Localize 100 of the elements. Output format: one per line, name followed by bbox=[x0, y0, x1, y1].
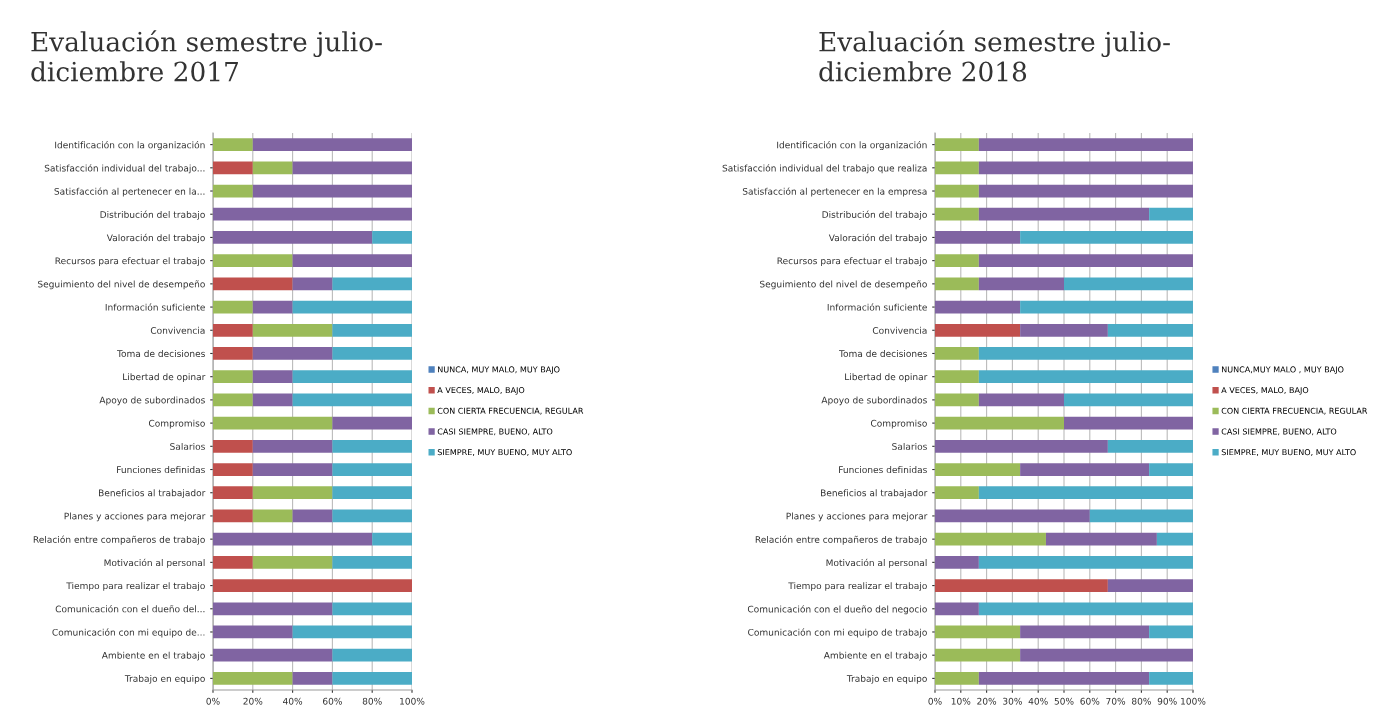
bar bbox=[935, 277, 979, 291]
bar bbox=[213, 370, 253, 384]
bar bbox=[213, 648, 333, 662]
x-tick-label: 30% bbox=[1003, 697, 1022, 705]
y-tick-label: Toma de decisiones bbox=[839, 350, 927, 358]
bar bbox=[213, 184, 253, 198]
y-tick-label: Comunicación con el dueño del negocio bbox=[747, 605, 927, 615]
bar bbox=[978, 555, 1193, 569]
y-tick-label: Seguimiento del nivel de desempeño bbox=[38, 280, 205, 290]
bar bbox=[252, 370, 293, 384]
bar bbox=[213, 579, 412, 592]
x-tick-label: 60% bbox=[323, 697, 342, 705]
bar bbox=[935, 161, 979, 175]
y-tick-label: Ambiente en el trabajo bbox=[823, 651, 927, 661]
bar bbox=[213, 602, 333, 616]
y-tick-label: Compromiso bbox=[870, 419, 927, 429]
bar bbox=[213, 347, 253, 360]
bar bbox=[292, 393, 412, 407]
bar bbox=[1149, 672, 1193, 685]
bar bbox=[252, 161, 293, 175]
bar bbox=[978, 254, 1193, 268]
bar bbox=[213, 486, 253, 500]
bar bbox=[292, 672, 333, 685]
bar bbox=[213, 207, 412, 221]
legend-label: CASI SIEMPRE, BUENO, ALTO bbox=[437, 428, 553, 436]
bar bbox=[213, 393, 253, 407]
bar bbox=[213, 532, 373, 546]
y-tick-label: Comunicación con el dueño del... bbox=[55, 604, 205, 613]
bar bbox=[292, 509, 333, 523]
bar bbox=[213, 161, 253, 175]
bar bbox=[252, 555, 333, 569]
x-tick-label: 20% bbox=[243, 697, 263, 705]
bar bbox=[935, 532, 1046, 546]
x-tick-label: 100% bbox=[400, 697, 425, 705]
y-tick-label: Satisfacción individual del trabajo que realiza bbox=[722, 164, 927, 174]
bar bbox=[935, 486, 979, 500]
bar bbox=[935, 602, 979, 616]
bar bbox=[978, 207, 1150, 221]
bar bbox=[332, 509, 412, 523]
bar bbox=[213, 463, 253, 476]
bar bbox=[292, 370, 412, 384]
bar bbox=[1020, 463, 1150, 476]
y-tick-label: Ambiente en el trabajo bbox=[101, 651, 205, 661]
y-tick-label: Planes y acciones para mejorar bbox=[64, 512, 206, 522]
y-tick-label: Recursos para efectuar el trabajo bbox=[777, 257, 927, 266]
bar bbox=[332, 277, 412, 291]
bar bbox=[1064, 277, 1193, 291]
bar bbox=[332, 486, 412, 500]
y-tick-label: Distribución del trabajo bbox=[822, 210, 927, 220]
bar bbox=[213, 277, 293, 291]
bar bbox=[1107, 439, 1193, 453]
y-tick-label: Funciones definidas bbox=[839, 466, 927, 474]
bar bbox=[332, 323, 412, 337]
bar bbox=[1045, 532, 1157, 546]
y-tick-label: Toma de decisiones bbox=[117, 350, 205, 358]
bar bbox=[978, 672, 1150, 685]
legend-label: A VECES, MALO, BAJO bbox=[437, 387, 525, 395]
bar bbox=[1107, 579, 1193, 592]
bar bbox=[1020, 231, 1193, 244]
y-tick-label: Apoyo de subordinados bbox=[821, 396, 927, 406]
x-tick-label: 80% bbox=[1131, 697, 1151, 705]
bar bbox=[1064, 393, 1193, 407]
bar bbox=[213, 555, 253, 569]
y-tick-label: Salarios bbox=[170, 442, 205, 450]
y-tick-label: Relación entre compañeros de trabajo bbox=[33, 535, 205, 545]
legend-label: SIEMPRE, MUY BUENO, MUY ALTO bbox=[1221, 449, 1356, 457]
bar bbox=[213, 138, 253, 151]
bar bbox=[935, 347, 979, 360]
legend-label: CASI SIEMPRE, BUENO, ALTO bbox=[1221, 428, 1337, 436]
bar bbox=[935, 254, 979, 268]
bar bbox=[213, 672, 293, 685]
x-tick-label: 90% bbox=[1157, 697, 1177, 705]
bar bbox=[1020, 648, 1193, 662]
y-tick-label: Comunicación con mi equipo de... bbox=[52, 628, 205, 638]
y-tick-label: Información suficiente bbox=[105, 303, 205, 311]
bar bbox=[1156, 532, 1193, 546]
bar bbox=[252, 323, 333, 337]
y-tick-label: Salarios bbox=[892, 442, 927, 450]
bar bbox=[292, 254, 412, 268]
x-tick-label: 40% bbox=[283, 697, 303, 705]
y-tick-label: Tiempo para realizar el trabajo bbox=[788, 582, 927, 591]
y-tick-label: Satisfacción al pertenecer en la empresa bbox=[742, 187, 927, 197]
bar bbox=[252, 463, 333, 476]
x-tick-label: 100% bbox=[1181, 697, 1206, 705]
bar bbox=[213, 231, 373, 244]
y-tick-label: Planes y acciones para mejorar bbox=[786, 512, 928, 522]
y-tick-label: Motivación al personal bbox=[826, 558, 927, 568]
bar bbox=[372, 231, 412, 244]
bar bbox=[1020, 323, 1108, 337]
bar bbox=[935, 370, 979, 384]
y-tick-label: Libertad de opinar bbox=[123, 373, 206, 382]
bar bbox=[935, 463, 1021, 476]
bar bbox=[935, 393, 979, 407]
y-tick-label: Libertad de opinar bbox=[845, 373, 928, 382]
bar bbox=[332, 555, 412, 569]
bar bbox=[252, 509, 293, 523]
bar bbox=[935, 300, 1021, 314]
y-tick-label: Trabajo en equipo bbox=[124, 674, 205, 684]
bar bbox=[935, 439, 1108, 453]
legend-label: A VECES, MALO, BAJO bbox=[1221, 387, 1309, 395]
